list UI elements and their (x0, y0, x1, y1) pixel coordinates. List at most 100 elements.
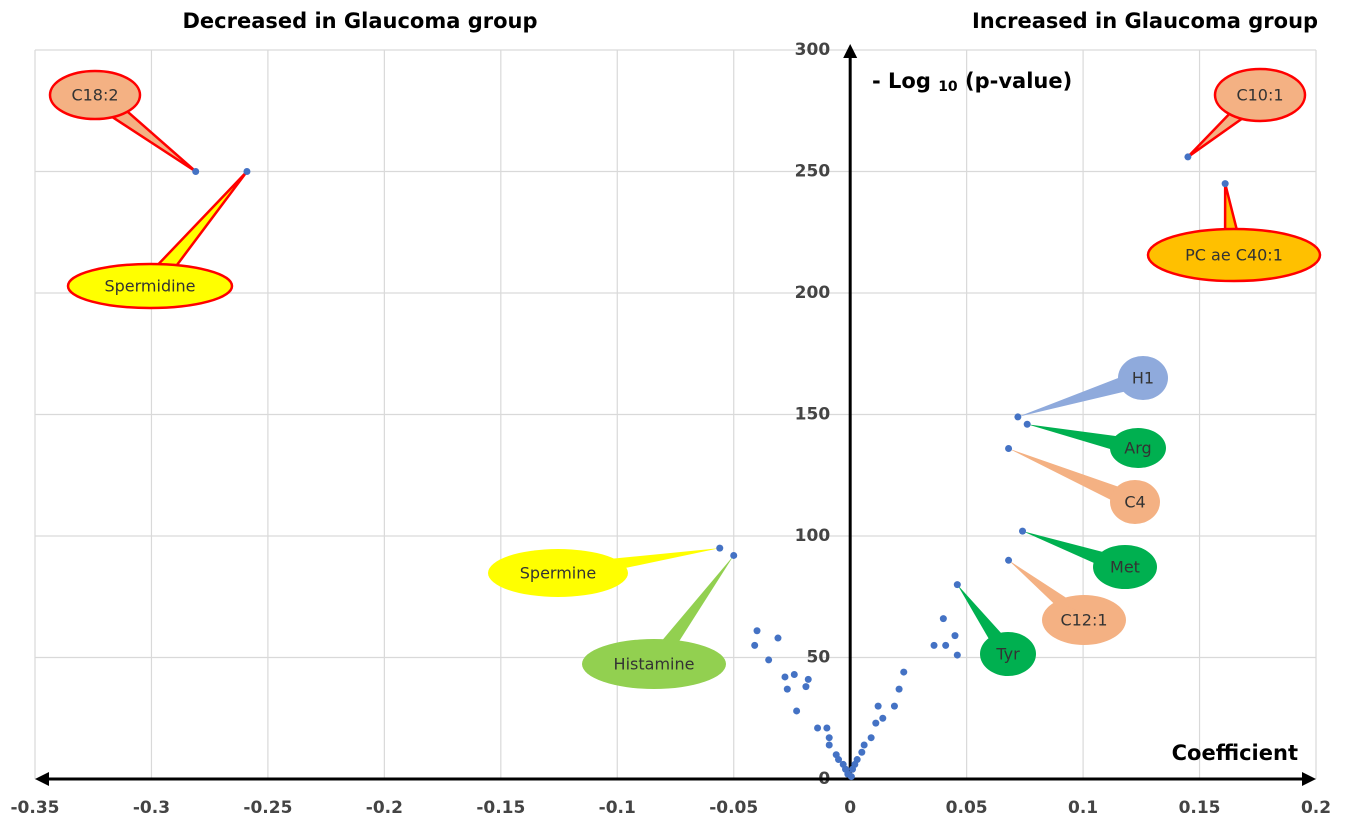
callout: C18:2 (48, 69, 197, 173)
x-tick-label: -0.25 (243, 798, 292, 818)
callout-seam (1106, 560, 1128, 574)
y-arrow (843, 44, 858, 58)
x-tick-label: 0 (844, 798, 856, 818)
x-tick-label: 0.05 (946, 798, 988, 818)
point (825, 741, 833, 749)
y-label-rest: (p-value) (965, 69, 1072, 93)
callout-seam (1120, 441, 1140, 455)
point (790, 671, 798, 679)
callout: C12:1 (1008, 560, 1126, 645)
point (823, 724, 831, 732)
point (192, 168, 200, 175)
callout: Spermine (488, 548, 720, 597)
point (804, 675, 812, 683)
callout-label: Arg (1124, 439, 1151, 458)
x-tick-label: 0.15 (1179, 798, 1221, 818)
point (942, 641, 950, 649)
marks: C18:2 Spermidine C10:1 PC ae C40:1 H1 Arg C4 Me… (48, 67, 1322, 781)
y-tick-label: 200 (795, 283, 831, 303)
callout-label: Histamine (614, 655, 695, 674)
y-label-main: - Log (872, 69, 931, 93)
callout-label: PC ae C40:1 (1185, 246, 1283, 265)
point (781, 673, 789, 681)
title-left: Decreased in Glaucoma group (182, 9, 537, 33)
callout-seam (1065, 605, 1089, 626)
callout: H1 (1017, 356, 1168, 417)
callout-label: Tyr (995, 645, 1020, 664)
point (858, 748, 866, 756)
callout-label: C10:1 (1236, 86, 1283, 105)
point (890, 702, 898, 710)
point (751, 641, 759, 649)
point (1023, 420, 1031, 428)
callout-label: Met (1110, 558, 1140, 577)
point (793, 707, 801, 715)
point (953, 651, 961, 659)
point (783, 685, 791, 693)
callout-seam (1241, 89, 1265, 111)
callout-seam (144, 270, 163, 291)
point (1014, 413, 1022, 421)
x-tick-label: 0.1 (1068, 798, 1098, 818)
point (716, 544, 724, 552)
point (847, 773, 855, 781)
callout-label: C12:1 (1060, 611, 1107, 630)
point (1005, 556, 1013, 564)
callout-tail (1017, 369, 1146, 417)
point (872, 719, 880, 727)
callout: Histamine (582, 555, 734, 689)
point (802, 683, 810, 691)
callout-seam (1227, 231, 1241, 256)
callout-label: Spermidine (104, 277, 195, 296)
callout: C4 (1008, 448, 1160, 524)
callout-tail (1008, 448, 1139, 511)
callout-seam (556, 566, 580, 580)
y-tick-label: 50 (807, 648, 831, 668)
callout: PC ae C40:1 (1146, 182, 1322, 283)
point (1005, 445, 1013, 453)
point (243, 168, 251, 175)
axes: -0.35 -0.3 -0.25 -0.2 -0.15 -0.1 -0.05 0 0.05 0.1… (11, 40, 1332, 818)
point (874, 702, 882, 710)
x-tick-label: -0.05 (709, 798, 758, 818)
callout: C10:1 (1186, 67, 1307, 159)
point (1221, 180, 1229, 188)
point (1184, 153, 1192, 161)
point (953, 581, 961, 589)
point (814, 724, 822, 732)
x-tick-label: -0.2 (366, 798, 403, 818)
x-tick-label: 0.2 (1301, 798, 1331, 818)
point (849, 765, 857, 773)
callout-label: C18:2 (71, 86, 118, 105)
callout-label: H1 (1132, 369, 1154, 388)
callout-seam (648, 645, 668, 668)
point (753, 627, 761, 635)
y-tick-label: 250 (795, 162, 831, 182)
point (879, 714, 887, 722)
x-arrow-right (1302, 772, 1316, 786)
x-tick-label: -0.1 (599, 798, 636, 818)
point (774, 634, 782, 642)
point (867, 734, 875, 742)
callout-label: Spermine (520, 564, 596, 583)
y-label-sub: 10 (938, 79, 958, 95)
point (860, 741, 868, 749)
point (835, 756, 843, 764)
callout-seam (996, 637, 1014, 658)
callout-seam (1116, 494, 1138, 509)
y-tick-label: 300 (795, 40, 831, 60)
x-axis-label: Coefficient (1172, 741, 1298, 765)
callout: Tyr (957, 584, 1036, 676)
x-tick-label: -0.15 (476, 798, 525, 818)
point (825, 734, 833, 742)
callout: Spermidine (66, 170, 249, 310)
callout: Arg (1027, 424, 1166, 468)
callout-seam (90, 89, 113, 109)
point (895, 685, 903, 693)
y-axis-label: - Log 10 (p-value) (872, 69, 1072, 98)
callout-seam (1123, 371, 1146, 385)
point (1019, 527, 1027, 535)
y-tick-label: 100 (795, 526, 831, 546)
point (900, 668, 908, 676)
point (930, 641, 938, 649)
